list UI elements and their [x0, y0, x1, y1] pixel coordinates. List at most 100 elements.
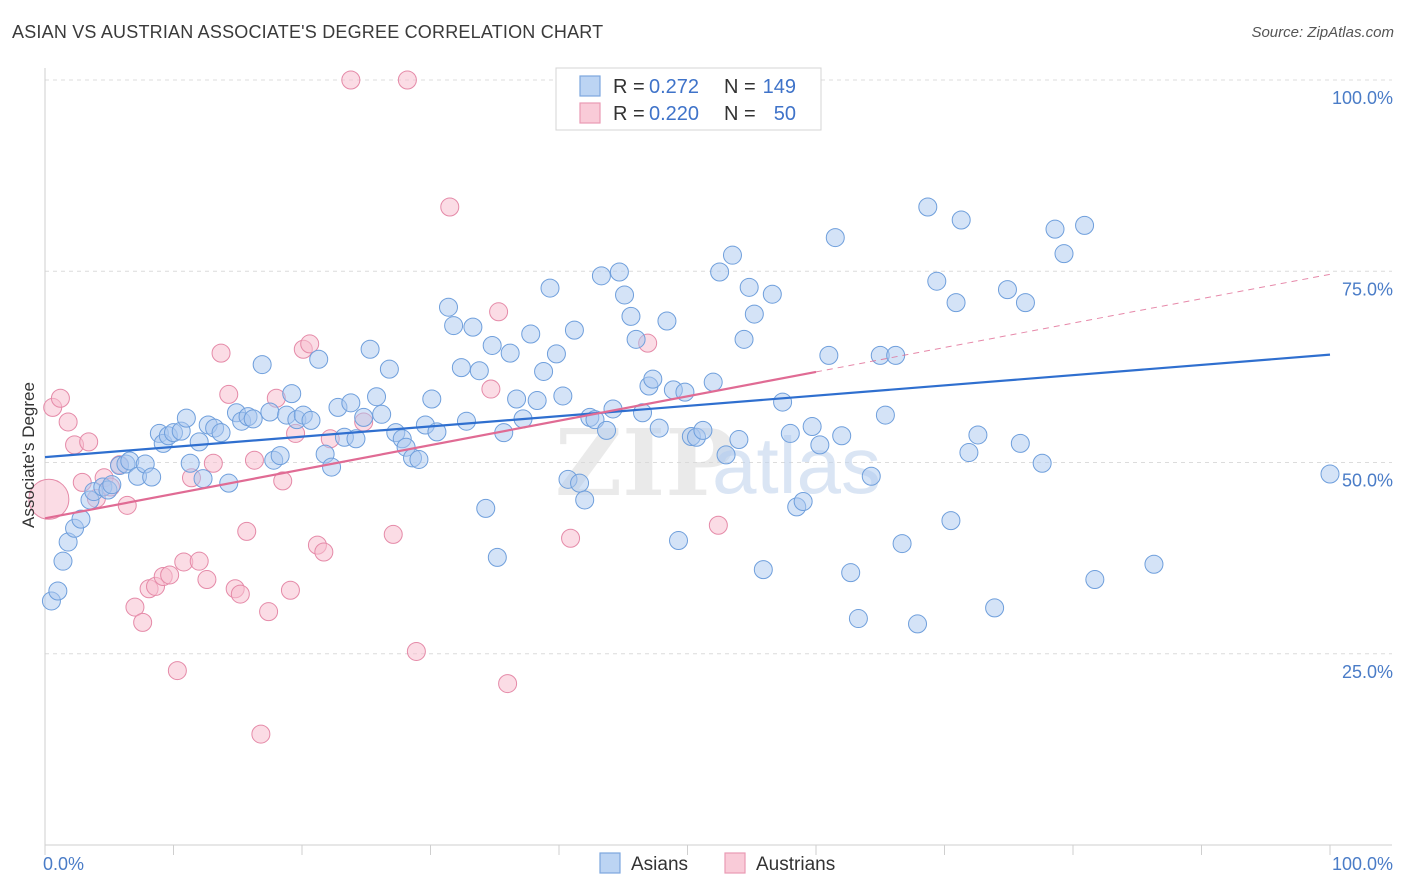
asian-point — [260, 402, 280, 422]
asian-point — [959, 443, 979, 463]
asian-point — [367, 387, 387, 407]
asian-point — [102, 475, 122, 495]
chart-title: ASIAN VS AUSTRIAN ASSOCIATE'S DEGREE COR… — [12, 22, 604, 42]
asian-point — [1075, 215, 1095, 235]
asian-point — [553, 386, 573, 406]
asian-point — [693, 420, 713, 440]
asian-point — [48, 581, 68, 601]
austrian-point — [341, 70, 361, 90]
asian-point — [438, 297, 458, 317]
asian-point — [540, 278, 560, 298]
austrian-point — [125, 597, 145, 617]
asian-point — [621, 306, 641, 326]
asian-point — [360, 339, 380, 359]
legend-swatch-asians — [579, 75, 601, 97]
x-tick-label-min: 0.0% — [43, 854, 84, 874]
asian-point — [848, 609, 868, 629]
series-legend-swatch-asians — [599, 852, 621, 874]
asian-point — [985, 598, 1005, 618]
asian-point — [819, 345, 839, 365]
y-tick-label-100: 100.0% — [1332, 88, 1393, 108]
austrian-point — [167, 661, 187, 681]
stats-legend: R = 0.272 N = 149 R = 0.220 N = 50 — [555, 67, 822, 131]
asian-point — [609, 262, 629, 282]
austrian-point — [440, 197, 460, 217]
asian-point — [927, 271, 947, 291]
austrian-trend-extension — [815, 273, 1331, 373]
austrian-point — [406, 641, 426, 661]
austrian-point — [259, 602, 279, 622]
asian-point — [1045, 219, 1065, 239]
austrian-point — [498, 674, 518, 694]
austrian-point — [50, 388, 70, 408]
austrian-point — [197, 570, 217, 590]
asian-point — [427, 422, 447, 442]
y-tick-label-50: 50.0% — [1342, 471, 1393, 491]
austrian-point — [160, 565, 180, 585]
series-legend-swatch-austrians — [724, 852, 746, 874]
asian-point — [379, 359, 399, 379]
austrian-point — [273, 471, 293, 491]
asian-point — [341, 393, 361, 413]
asian-point — [597, 420, 617, 440]
asian-point — [463, 317, 483, 337]
asian-point — [941, 511, 961, 531]
asian-point — [252, 355, 272, 375]
asian-point — [487, 547, 507, 567]
austrian-point — [211, 343, 231, 363]
austrian-point — [189, 551, 209, 571]
asian-point — [780, 423, 800, 443]
austrian-point — [28, 478, 70, 520]
asian-point — [142, 467, 162, 487]
asian-point — [1032, 453, 1052, 473]
asian-point — [180, 453, 200, 473]
asian-point — [346, 429, 366, 449]
asian-point — [546, 344, 566, 364]
austrian-point — [397, 70, 417, 90]
asian-point — [649, 418, 669, 438]
y-axis-title: Associate's Degree — [19, 382, 38, 528]
asian-point — [886, 345, 906, 365]
asian-point — [841, 563, 861, 583]
asian-point — [703, 372, 723, 392]
asian-point — [729, 430, 749, 450]
asian-point — [521, 324, 541, 344]
asian-point — [211, 423, 231, 443]
asian-point — [734, 329, 754, 349]
asian-trend-line — [44, 353, 1331, 459]
asian-point — [1085, 570, 1105, 590]
legend-swatch-austrians — [579, 102, 601, 124]
austrian-point — [203, 453, 223, 473]
asian-point — [444, 316, 464, 336]
asian-point — [482, 335, 502, 355]
asian-point — [564, 320, 584, 340]
asian-point — [1320, 464, 1340, 484]
asian-point — [500, 343, 520, 363]
asian-point — [354, 407, 374, 427]
y-tick-label-75: 75.0% — [1342, 279, 1393, 299]
legend-n-label-asians: N = — [724, 76, 756, 98]
asian-point — [643, 369, 663, 389]
asian-point — [716, 445, 736, 465]
legend-r-label-austrians: R = — [613, 103, 645, 125]
asian-point — [710, 262, 730, 282]
asian-point — [669, 531, 689, 551]
asian-point — [422, 389, 442, 409]
asian-point — [176, 408, 196, 428]
legend-n-label-austrians: N = — [724, 103, 756, 125]
austrian-point — [58, 412, 78, 432]
asian-point — [908, 614, 928, 634]
x-tick-label-max: 100.0% — [1332, 854, 1393, 874]
asian-point — [951, 210, 971, 230]
austrian-point — [251, 724, 271, 744]
asian-point — [892, 534, 912, 554]
austrian-point — [708, 515, 728, 535]
asian-point — [626, 329, 646, 349]
legend-r-value-asians: 0.272 — [649, 76, 699, 98]
y-tick-label-25: 25.0% — [1342, 662, 1393, 682]
asian-point — [1010, 433, 1030, 453]
tick-labels: 0.0% 100.0% 25.0% 50.0% 75.0% 100.0% — [43, 88, 1393, 874]
austrian-trend-line — [44, 370, 817, 520]
asian-point — [753, 560, 773, 580]
